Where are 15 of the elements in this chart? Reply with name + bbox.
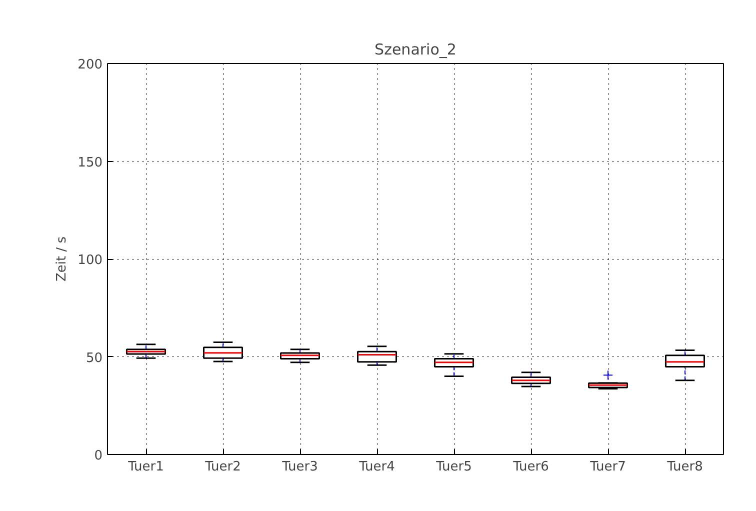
x-tick-label: Tuer1 [127, 460, 164, 474]
x-tick-label: Tuer8 [666, 460, 703, 474]
y-axis-title: Zeit / s [54, 236, 70, 282]
x-tick-label: Tuer3 [281, 460, 318, 474]
x-tick-label: Tuer2 [204, 460, 241, 474]
x-tick-label: Tuer6 [512, 460, 549, 474]
y-tick-label: 150 [78, 155, 103, 170]
x-tick-label: Tuer4 [358, 460, 395, 474]
y-tick-label: 200 [78, 58, 103, 72]
chart-title: Szenario_2 [374, 40, 456, 58]
y-tick-label: 100 [78, 253, 103, 268]
y-tick-label: 50 [86, 350, 103, 366]
x-tick-label: Tuer7 [589, 460, 626, 474]
y-tick-label: 0 [94, 448, 103, 464]
x-tick-label: Tuer5 [435, 460, 472, 474]
